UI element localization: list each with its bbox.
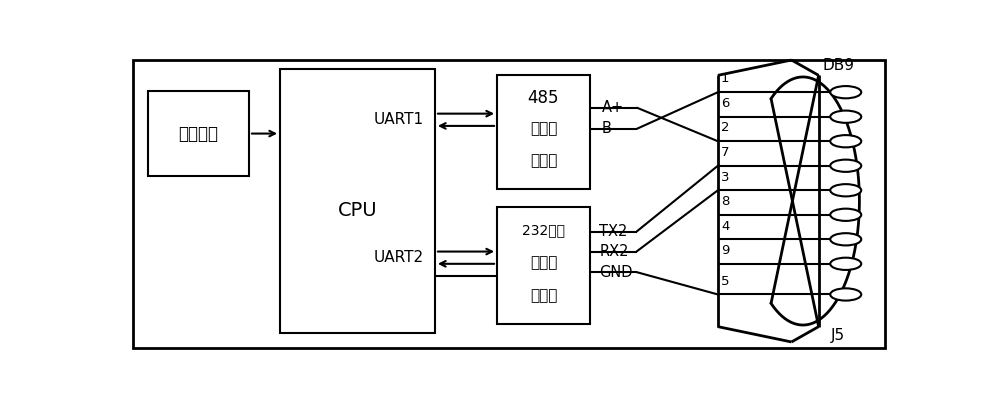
Text: J5: J5 <box>831 328 845 343</box>
Text: 换模块: 换模块 <box>530 288 557 303</box>
Bar <box>148 91 249 176</box>
Text: CPU: CPU <box>338 201 377 220</box>
Bar <box>497 207 590 324</box>
Text: 换模块: 换模块 <box>530 153 557 168</box>
Text: RX2: RX2 <box>599 244 629 259</box>
Text: 4: 4 <box>721 220 729 232</box>
Text: TX2: TX2 <box>599 224 628 239</box>
Text: UART2: UART2 <box>373 250 423 265</box>
Text: 电源模块: 电源模块 <box>179 125 219 142</box>
Text: 9: 9 <box>721 244 729 257</box>
Text: 8: 8 <box>721 195 729 208</box>
Text: 7: 7 <box>721 146 729 159</box>
Circle shape <box>830 258 861 270</box>
Text: 电平转: 电平转 <box>530 256 557 271</box>
Text: UART1: UART1 <box>373 112 423 127</box>
Circle shape <box>830 111 861 123</box>
Circle shape <box>830 86 861 98</box>
Bar <box>280 69 435 333</box>
Text: 3: 3 <box>721 170 729 183</box>
Text: B-: B- <box>602 121 617 137</box>
Text: 232串口: 232串口 <box>522 223 565 238</box>
Circle shape <box>830 160 861 172</box>
Text: 5: 5 <box>721 275 729 288</box>
Text: 2: 2 <box>721 121 729 135</box>
Circle shape <box>830 288 861 300</box>
Text: DB9: DB9 <box>822 59 854 74</box>
Text: 6: 6 <box>721 97 729 110</box>
Circle shape <box>830 135 861 147</box>
Text: 1: 1 <box>721 72 729 86</box>
Circle shape <box>830 209 861 221</box>
Text: 485: 485 <box>528 89 559 107</box>
Text: GND: GND <box>599 265 633 279</box>
Text: 电平转: 电平转 <box>530 121 557 136</box>
Circle shape <box>830 184 861 196</box>
Circle shape <box>830 233 861 246</box>
Text: A+: A+ <box>602 100 624 115</box>
Bar <box>497 75 590 189</box>
